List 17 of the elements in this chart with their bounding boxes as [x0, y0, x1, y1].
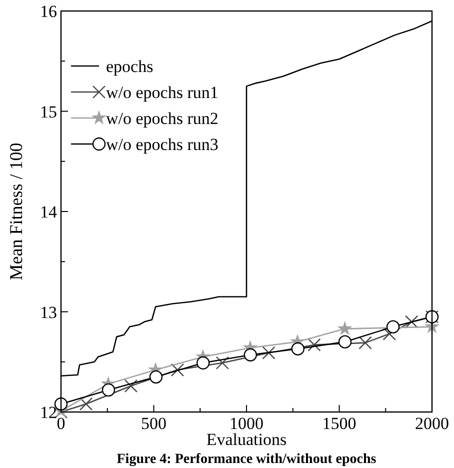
caption: Figure 4: Performance with/without epochs	[116, 452, 377, 467]
x-tick-label: 500	[141, 414, 166, 433]
x-tick-label: 1500	[322, 414, 356, 433]
legend-label: w/o epochs run2	[106, 109, 218, 128]
y-tick-label: 14	[40, 202, 58, 222]
x-tick-label: 0	[56, 414, 66, 433]
y-tick-label: 16	[40, 2, 57, 21]
legend-label: epochs	[106, 57, 154, 76]
legend-label: w/o epochs run3	[106, 135, 218, 154]
x-tick-label: 2000	[415, 414, 449, 433]
y-tick-label: 15	[40, 102, 57, 122]
y-tick-label: 12	[40, 403, 57, 422]
x-tick-label: 1000	[230, 414, 264, 433]
legend-label: w/o epochs run1	[106, 83, 218, 102]
y-axis-title: Mean Fitness / 100	[6, 142, 26, 280]
x-axis-title: Evaluations	[206, 430, 287, 449]
y-tick-label: 13	[40, 302, 57, 322]
